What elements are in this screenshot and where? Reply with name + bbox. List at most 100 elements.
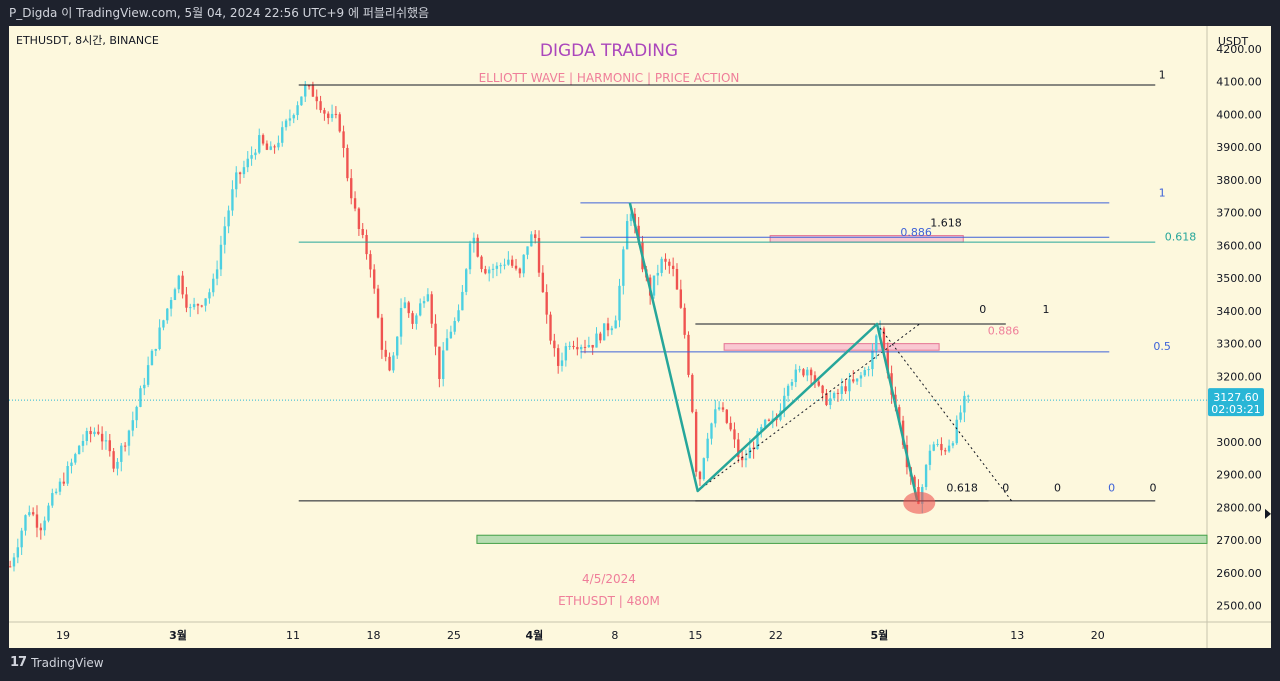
candle-body bbox=[629, 213, 633, 222]
candle-body bbox=[135, 406, 138, 421]
last-price-value: 3127.60 bbox=[1213, 391, 1259, 404]
publish-caption: P_Digda 이 TradingView.com, 5월 04, 2024 2… bbox=[9, 6, 430, 20]
publish-caption-bar: P_Digda 이 TradingView.com, 5월 04, 2024 2… bbox=[0, 0, 1280, 26]
y-tick-label: 3200.00 bbox=[1216, 370, 1262, 383]
candle-body bbox=[867, 369, 870, 371]
axis-arrow-icon bbox=[1265, 508, 1271, 519]
candle-body bbox=[9, 566, 12, 568]
candle-body bbox=[488, 269, 491, 274]
candle-body bbox=[556, 348, 560, 366]
candle-body bbox=[507, 259, 510, 265]
tradingview-logo[interactable]: 17 TradingView bbox=[10, 655, 104, 670]
candle-body bbox=[215, 269, 219, 279]
candle-body bbox=[346, 147, 349, 179]
symbol-info: ETHUSDT, 8시간, BINANCE bbox=[16, 34, 159, 47]
candle-body bbox=[300, 96, 303, 106]
candle-body bbox=[273, 146, 276, 148]
candle-body bbox=[568, 345, 571, 347]
candle-body bbox=[438, 346, 441, 379]
dotted-projection bbox=[876, 323, 1012, 502]
candle-body bbox=[20, 530, 23, 548]
candle-body bbox=[821, 385, 824, 394]
candle-body bbox=[572, 345, 575, 348]
y-tick-label: 3000.00 bbox=[1216, 436, 1262, 449]
candle-body bbox=[740, 457, 744, 461]
candle-body bbox=[729, 422, 732, 430]
candle-body bbox=[12, 557, 16, 567]
candle-body bbox=[24, 515, 27, 531]
candle-body bbox=[235, 172, 238, 190]
candle-body bbox=[70, 462, 73, 467]
x-tick-label: 3월 bbox=[169, 628, 187, 642]
candle-body bbox=[388, 356, 391, 371]
candle-body bbox=[376, 288, 380, 318]
fib-label: 0.886 bbox=[988, 324, 1020, 337]
candle-body bbox=[453, 320, 456, 332]
candle-body bbox=[844, 386, 847, 392]
candle-body bbox=[480, 256, 483, 270]
candle-body bbox=[656, 272, 660, 276]
candle-body bbox=[350, 178, 353, 199]
candle-body bbox=[671, 265, 675, 269]
x-tick-label: 8 bbox=[611, 629, 618, 642]
candle-body bbox=[173, 289, 177, 301]
candle-body bbox=[518, 268, 522, 274]
price-chart[interactable]: ETHUSDT, 8시간, BINANCE DIGDA TRADING ELLIOT… bbox=[9, 26, 1271, 648]
candle-body bbox=[591, 345, 594, 348]
candle-body bbox=[223, 226, 226, 245]
candle-body bbox=[733, 429, 736, 440]
candle-body bbox=[652, 275, 656, 296]
candle-body bbox=[426, 294, 430, 302]
candle-body bbox=[675, 268, 679, 290]
x-tick-label: 15 bbox=[688, 629, 702, 642]
candle-body bbox=[315, 96, 318, 102]
candle-body bbox=[231, 189, 234, 211]
x-tick-label: 5월 bbox=[870, 628, 888, 642]
candle-body bbox=[924, 464, 928, 488]
candle-body bbox=[499, 265, 502, 267]
fib-level-label: 0.618 bbox=[1165, 230, 1197, 243]
candle-body bbox=[104, 440, 108, 442]
candle-body bbox=[461, 291, 464, 311]
candle-body bbox=[714, 409, 717, 424]
candle-body bbox=[369, 254, 372, 270]
zone-box bbox=[769, 235, 964, 243]
candle-body bbox=[265, 143, 269, 150]
tradingview-brand: TradingView bbox=[31, 655, 104, 670]
candle-body bbox=[760, 427, 763, 431]
candle-body bbox=[963, 395, 966, 413]
y-tick-label: 4100.00 bbox=[1216, 76, 1262, 89]
candle-body bbox=[246, 158, 249, 168]
candle-body bbox=[250, 155, 253, 159]
candle-body bbox=[66, 466, 69, 484]
candle-body bbox=[51, 493, 54, 506]
bar-countdown: 02:03:21 bbox=[1211, 403, 1260, 416]
candle-body bbox=[258, 135, 261, 153]
candle-body bbox=[668, 261, 671, 266]
zone-box bbox=[723, 343, 940, 351]
candle-body bbox=[219, 244, 223, 270]
candle-body bbox=[836, 392, 840, 394]
candle-body bbox=[541, 272, 545, 293]
candle-body bbox=[365, 234, 368, 255]
candle-body bbox=[212, 278, 215, 293]
candle-body bbox=[848, 379, 851, 392]
x-tick-label: 18 bbox=[366, 629, 380, 642]
candle-body bbox=[16, 547, 20, 558]
candle-body bbox=[484, 269, 487, 274]
candle-body bbox=[511, 259, 514, 266]
x-tick-label: 11 bbox=[286, 629, 300, 642]
candle-body bbox=[146, 365, 150, 385]
candle-body bbox=[162, 320, 165, 328]
candle-body bbox=[338, 114, 341, 132]
candle-body bbox=[200, 305, 203, 307]
candle-body bbox=[863, 370, 866, 376]
candle-body bbox=[875, 335, 878, 351]
candle-body bbox=[445, 338, 449, 351]
candle-body bbox=[334, 113, 338, 115]
candle-body bbox=[959, 412, 962, 420]
candle-body bbox=[840, 386, 843, 394]
candle-body bbox=[457, 310, 460, 321]
candle-body bbox=[806, 369, 809, 376]
candle-body bbox=[855, 378, 859, 382]
